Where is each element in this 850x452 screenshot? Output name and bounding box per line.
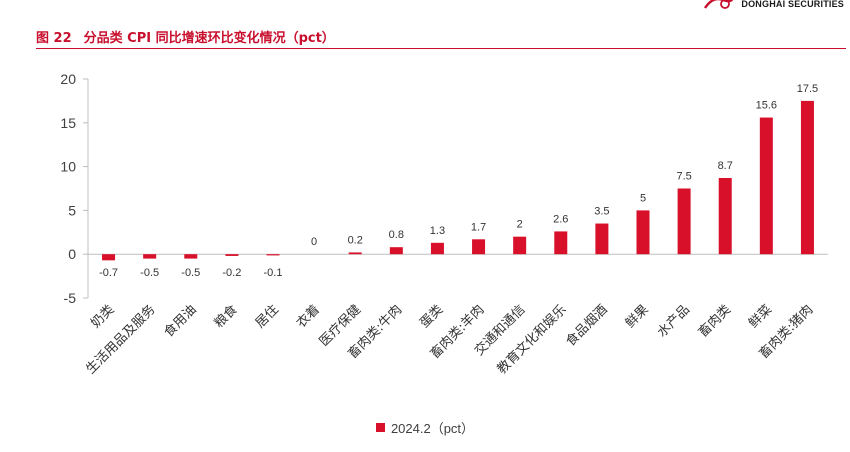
legend-label: 2024.2（pct） [390,421,475,436]
legend-swatch [375,423,385,432]
data-label: -0.5 [140,267,159,279]
category-label: 粮食 [211,302,241,332]
category-label: 衣着 [293,302,323,332]
data-label: -0.1 [264,267,283,279]
y-tick-label: 15 [60,115,76,131]
category-label: 鲜果 [623,302,652,331]
y-tick-label: 5 [68,202,76,218]
bar [595,223,609,255]
bar [102,254,116,261]
bar [636,210,650,255]
bar [184,254,198,259]
bar [554,231,568,255]
data-label: 0.2 [348,234,363,246]
data-label: 0 [311,236,317,248]
y-tick-label: -5 [64,290,77,306]
bar [472,239,486,255]
bar [718,177,732,255]
figure-number: 图 22 [36,31,72,46]
category-label: 水产品 [655,302,693,340]
category-label: 食用油 [161,302,200,341]
y-tick-label: 0 [68,246,76,262]
bar [348,252,362,255]
bar [389,247,403,255]
bar [266,254,280,256]
brand-name: DONGHAI SECURITIES [741,0,844,9]
bar [677,188,691,255]
data-label: 3.5 [594,206,609,218]
bar [225,254,239,256]
category-label: 奶类 [88,302,117,331]
bar [513,236,527,255]
data-label: 0.8 [389,229,404,241]
report-header: DONGHAI SECURITIES 图 22 分品类 CPI 同比增速环比变化情… [0,0,850,52]
bar [800,100,814,255]
data-label: -0.2 [222,267,241,279]
category-label: 蛋类 [417,302,446,331]
data-label: -0.7 [99,267,118,279]
category-label: 教育文化和娱乐 [494,302,570,378]
y-tick-label: 10 [60,159,76,175]
data-label: 2 [517,219,523,231]
data-label: 15.6 [756,100,777,112]
data-label: 5 [640,192,646,204]
title-divider [36,48,846,49]
category-label: 畜肉类 [695,302,734,341]
y-axis: -5 0 5 10 15 20 [60,71,89,306]
data-label: -0.5 [181,267,200,279]
data-label: 7.5 [676,171,691,183]
category-label: 食品烟酒 [563,302,611,350]
bar-series [102,100,814,261]
data-label: 1.7 [471,221,486,233]
data-label: 2.6 [553,213,568,225]
bar [759,117,773,255]
category-label: 鲜菜 [746,302,775,331]
category-label: 居住 [253,302,282,331]
data-label: 8.7 [718,160,733,172]
figure-title: 图 22 分品类 CPI 同比增速环比变化情况（pct） [36,27,335,46]
bar [430,242,444,255]
brand-mark-icon [704,0,734,9]
data-label: 17.5 [797,83,818,95]
value-labels: -0.7 -0.5 -0.5 -0.2 -0.1 0 0.2 0.8 1.3 1.7 2 2.6 3.5… [99,83,818,279]
y-tick-label: 20 [60,71,76,87]
brand-logo: DONGHAI SECURITIES [701,0,844,14]
chart-legend: 2024.2（pct） [0,418,850,437]
category-label: 生活用品及服务 [83,302,159,378]
bar [143,254,157,259]
data-label: 1.3 [430,225,445,237]
figure-caption: 分品类 CPI 同比增速环比变化情况（pct） [83,31,335,46]
